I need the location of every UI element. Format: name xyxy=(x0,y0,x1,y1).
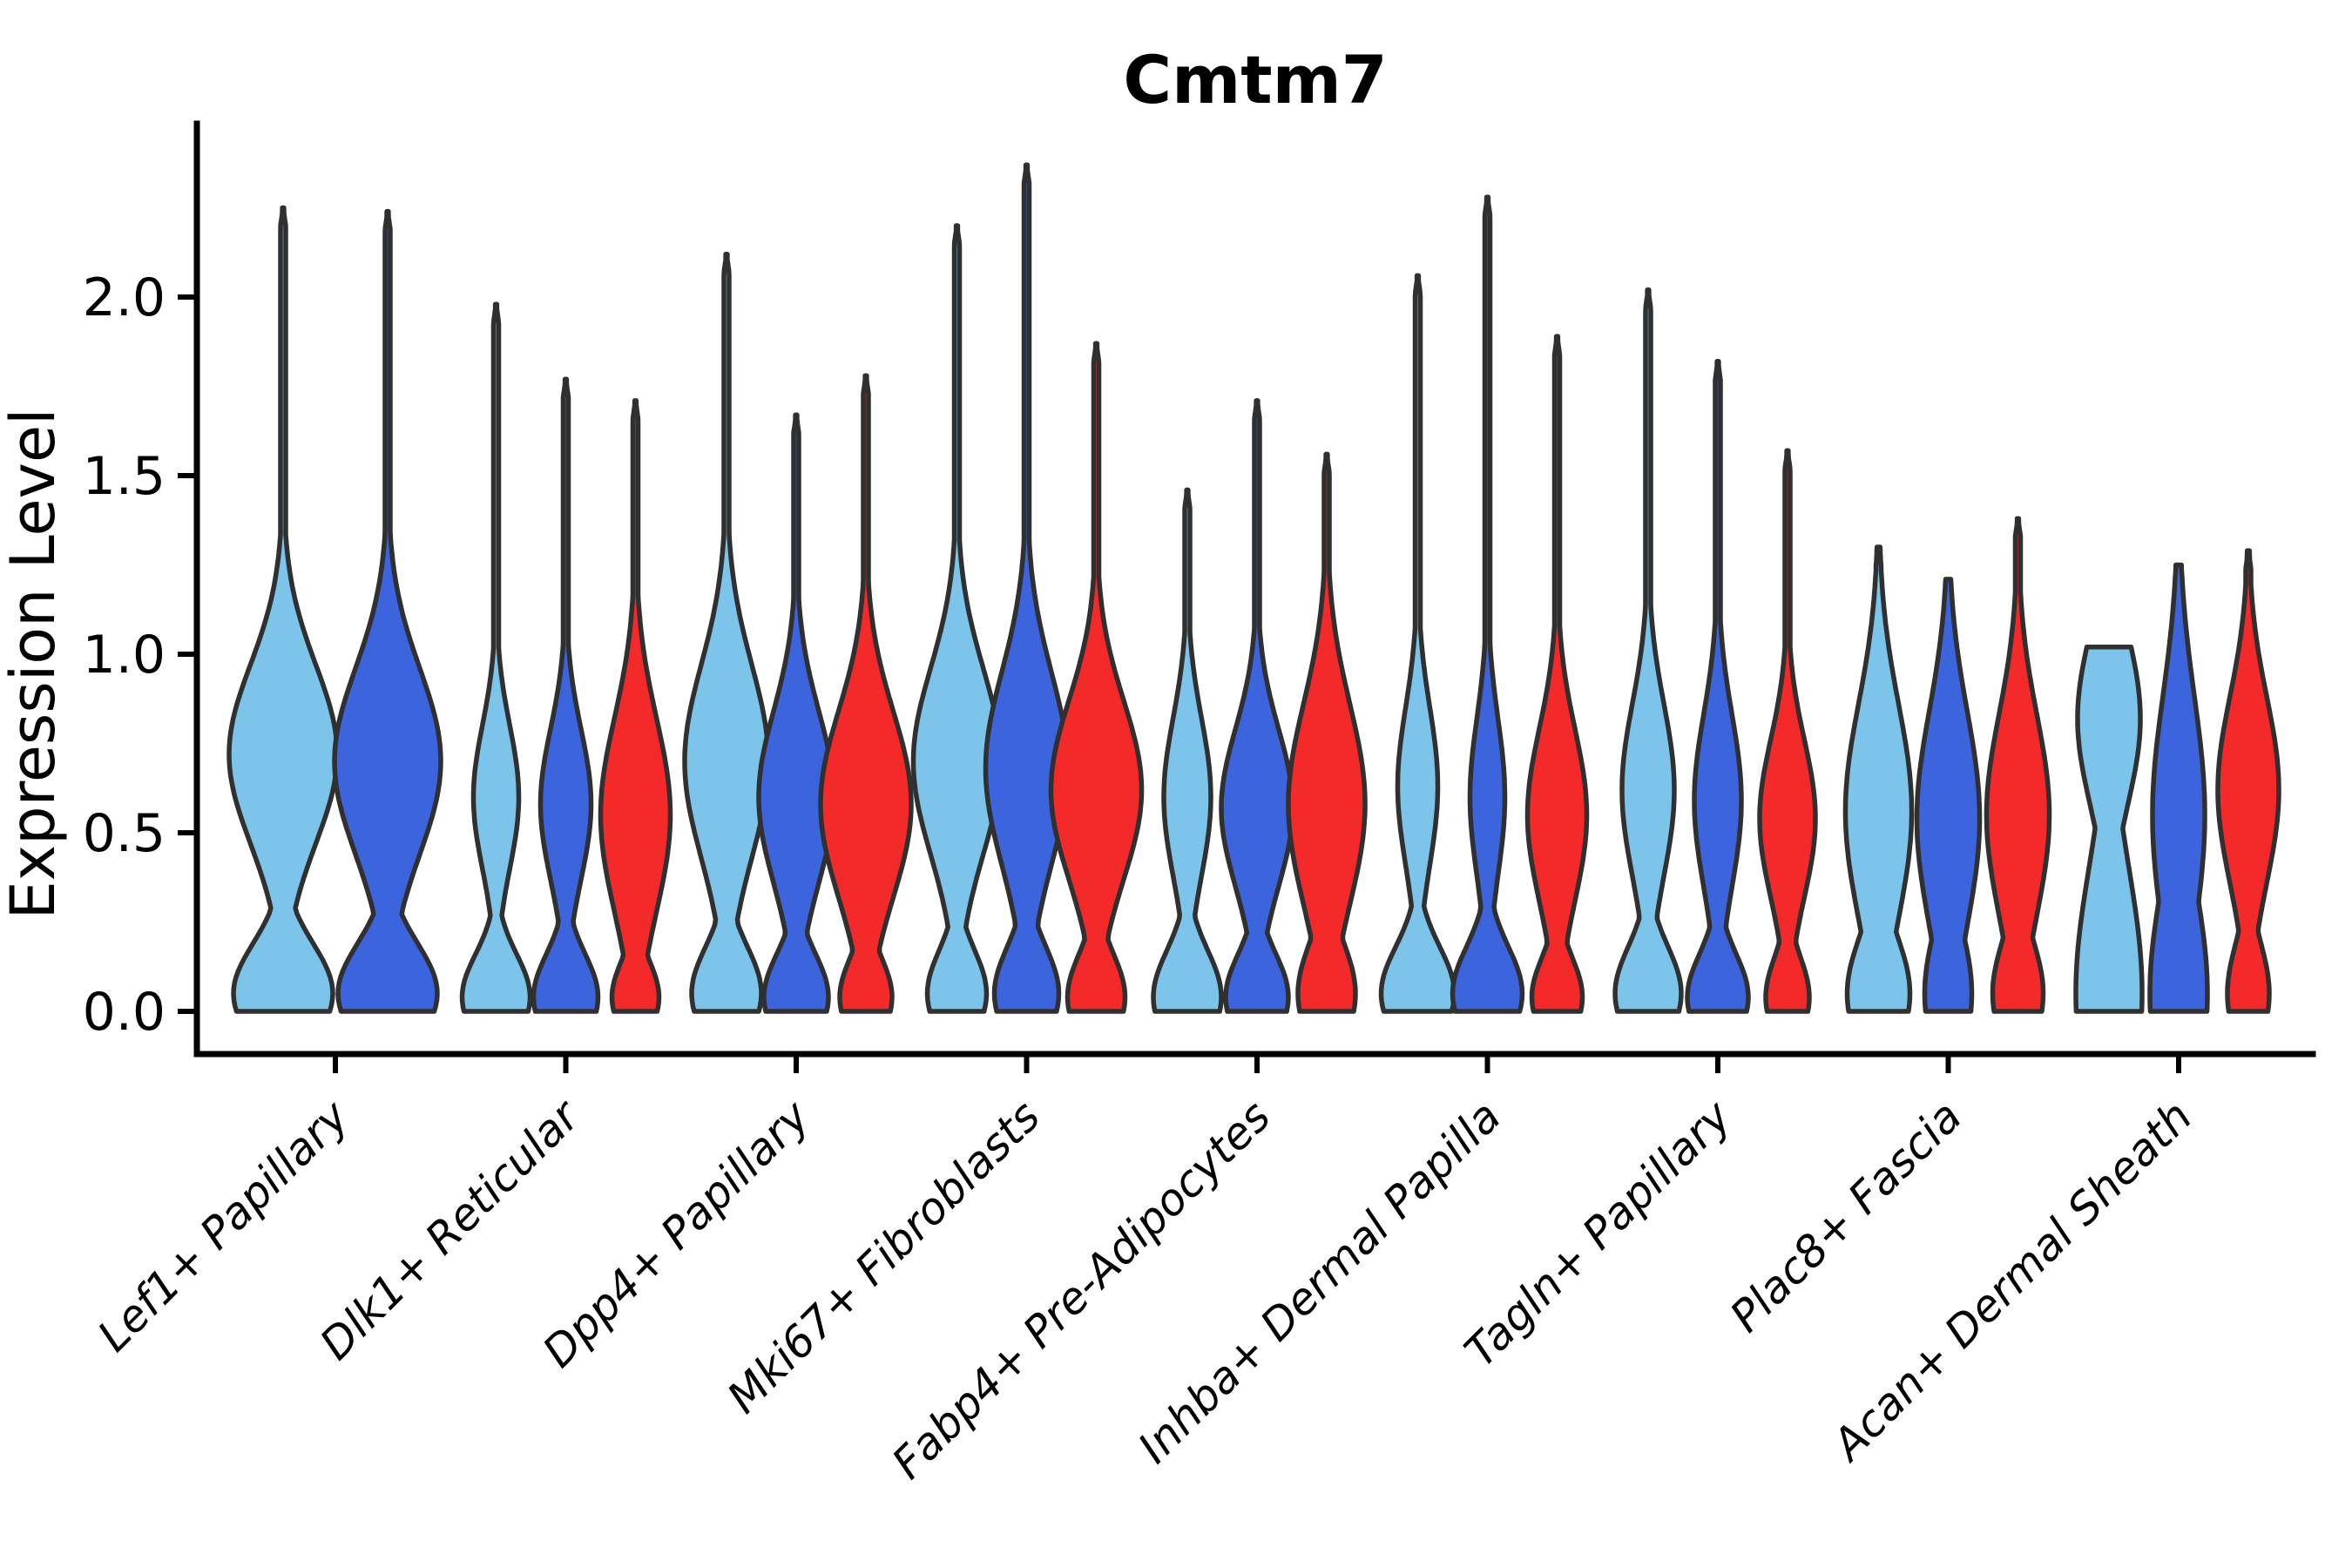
violin-0-royal-blue xyxy=(332,208,443,1014)
axis-spines xyxy=(193,120,2316,1058)
x-tick-label: Fabp4+ Pre-Adipocytes xyxy=(882,1091,1281,1489)
violin-5-royal-blue xyxy=(1450,194,1525,1014)
x-tick-label: Plac8+ Fascia xyxy=(1720,1091,1971,1342)
violin-6-royal-blue xyxy=(1685,359,1751,1014)
violin-3-red xyxy=(1048,341,1145,1014)
violins-layer xyxy=(226,162,2281,1014)
violin-2-light-blue xyxy=(682,252,771,1014)
violin-8-light-blue xyxy=(2073,645,2145,1014)
y-tick-label: 2.0 xyxy=(83,267,166,328)
violin-0-light-blue xyxy=(226,205,340,1014)
violin-2-royal-blue xyxy=(756,412,836,1014)
violin-7-light-blue xyxy=(1842,544,1915,1014)
violin-5-light-blue xyxy=(1378,273,1457,1014)
violin-6-light-blue xyxy=(1612,287,1684,1014)
y-tick-label: 1.0 xyxy=(83,625,166,686)
violin-1-light-blue xyxy=(459,301,533,1014)
y-tick-label: 0.5 xyxy=(83,803,166,864)
violin-8-red xyxy=(2215,548,2281,1014)
violin-6-red xyxy=(1757,448,1818,1014)
violin-4-light-blue xyxy=(1151,487,1224,1014)
violin-3-light-blue xyxy=(910,223,1004,1014)
violin-5-red xyxy=(1524,334,1590,1014)
y-tick-label: 1.5 xyxy=(83,446,166,507)
violin-2-red xyxy=(818,373,914,1014)
violin-7-red xyxy=(1984,516,2052,1014)
x-tick-label: Lef1+ Papillary xyxy=(88,1090,359,1361)
violin-3-royal-blue xyxy=(983,162,1071,1014)
violin-7-royal-blue xyxy=(1914,577,1983,1014)
axes-layer xyxy=(193,120,2316,1058)
violin-1-red xyxy=(598,398,673,1014)
violin-4-red xyxy=(1286,451,1368,1014)
x-tick-label: Inhba+ Dermal Papilla xyxy=(1129,1091,1511,1472)
y-axis-label: Expression Level xyxy=(0,408,69,919)
y-axis-ticks: 0.0 0.5 1.0 1.5 2.0 xyxy=(83,267,197,1043)
violin-4-royal-blue xyxy=(1219,398,1295,1014)
chart-title: Cmtm7 xyxy=(1123,41,1387,118)
violin-8-royal-blue xyxy=(2147,562,2210,1014)
y-tick-label: 0.0 xyxy=(83,982,166,1043)
violin-1-royal-blue xyxy=(531,376,601,1014)
